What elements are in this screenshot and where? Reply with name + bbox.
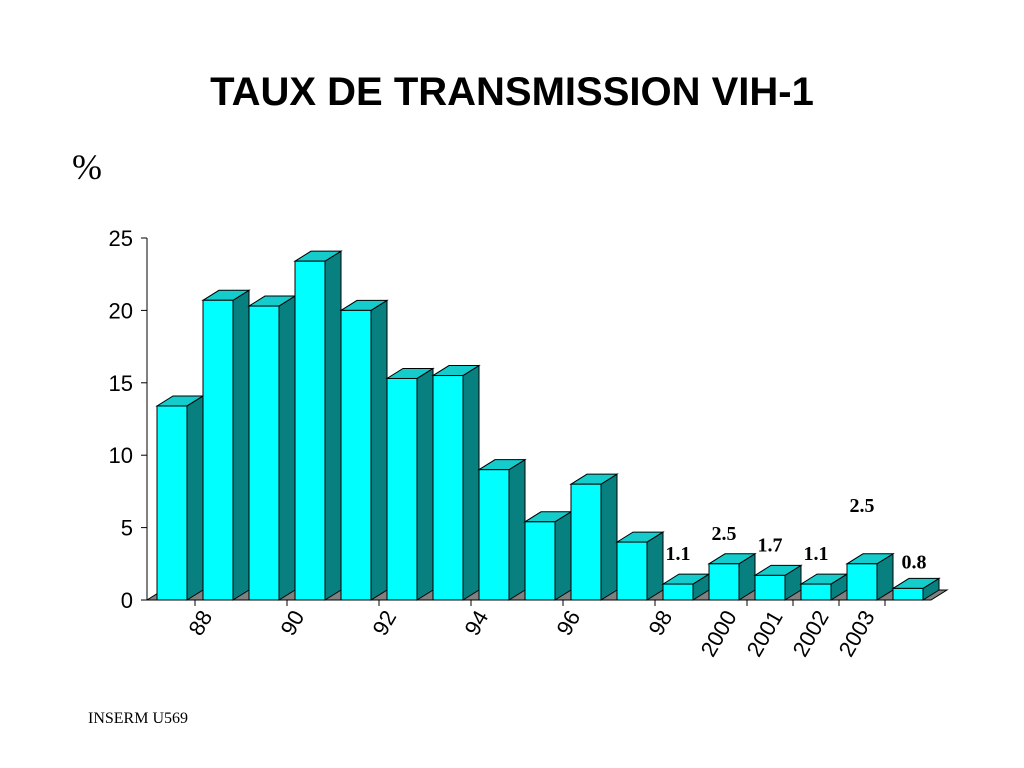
- bar-side: [232, 289, 250, 601]
- bar: [892, 587, 924, 601]
- credit-label: INSERM U569: [88, 710, 189, 727]
- data-label: 2.5: [850, 495, 875, 517]
- bar-side: [278, 295, 296, 601]
- bar: [570, 483, 602, 601]
- x-tick-label: 98: [643, 606, 677, 640]
- data-label: 0.8: [902, 551, 927, 573]
- x-tick-label: 2000: [696, 606, 742, 661]
- bar: [340, 309, 372, 601]
- y-unit-label: %: [72, 147, 102, 187]
- data-label: 1.1: [804, 543, 829, 565]
- x-tick-label: 96: [551, 606, 585, 640]
- bar-side: [416, 367, 434, 601]
- x-tick-label: 88: [183, 606, 217, 640]
- bar: [248, 305, 280, 601]
- y-tick-label: 25: [109, 226, 133, 251]
- y-tick-label: 15: [109, 371, 133, 396]
- bar-side: [462, 364, 480, 601]
- bar: [616, 541, 648, 601]
- bar: [708, 563, 740, 601]
- x-tick-label: 2002: [788, 606, 834, 661]
- y-tick-label: 5: [121, 516, 133, 541]
- data-label: 2.5: [712, 523, 737, 545]
- y-tick-label: 10: [109, 443, 133, 468]
- y-tick-label: 20: [109, 298, 133, 323]
- bar-side: [600, 473, 618, 601]
- bar-side: [646, 531, 664, 601]
- chart-title: TAUX DE TRANSMISSION VIH-1: [210, 70, 814, 114]
- bar: [386, 377, 418, 601]
- bar-side: [508, 458, 526, 601]
- x-tick-label: 2003: [834, 606, 880, 661]
- bar: [202, 299, 234, 601]
- bar: [156, 405, 188, 601]
- bar: [294, 260, 326, 601]
- x-tick-label: 92: [367, 606, 401, 640]
- bar-side: [324, 250, 342, 601]
- bar: [524, 521, 556, 601]
- bar: [754, 574, 786, 601]
- bar: [662, 583, 694, 601]
- bar-side: [186, 395, 204, 601]
- y-tick-label: 0: [121, 588, 133, 613]
- x-tick-label: 94: [459, 606, 493, 640]
- bar-side: [370, 299, 388, 601]
- bar: [800, 583, 832, 601]
- x-tick-label: 90: [275, 606, 309, 640]
- bar: [432, 375, 464, 601]
- bar: [846, 563, 878, 601]
- data-label: 1.7: [758, 534, 783, 556]
- data-label: 1.1: [666, 543, 691, 565]
- x-tick-label: 2001: [742, 606, 788, 661]
- bar-side: [554, 510, 572, 601]
- bar: [478, 469, 510, 601]
